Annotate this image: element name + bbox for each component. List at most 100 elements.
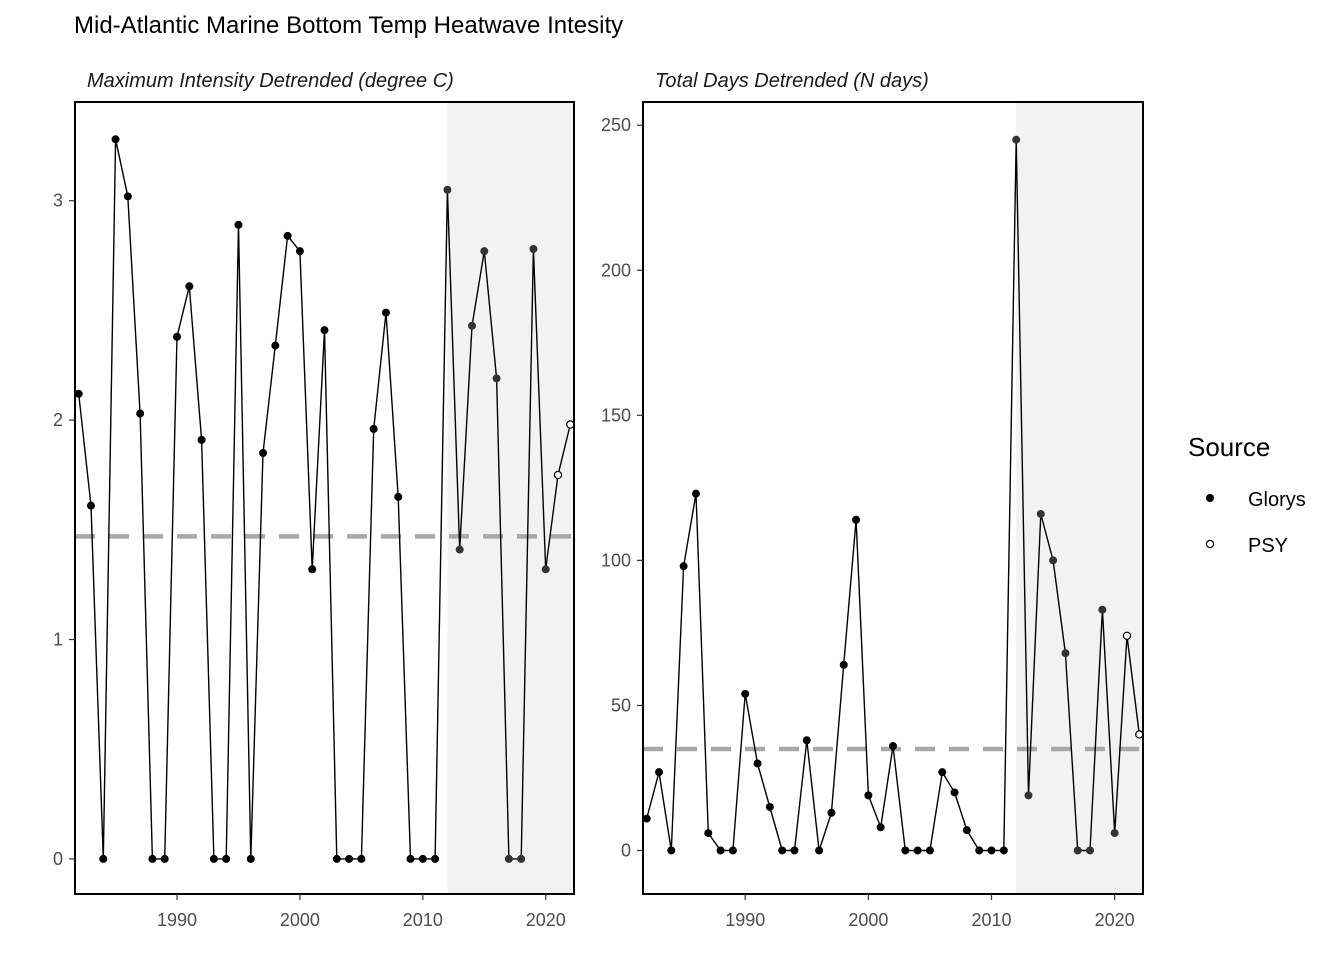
data-point-glorys [406, 854, 415, 863]
data-point-glorys [1098, 605, 1107, 614]
data-point-glorys [1012, 135, 1021, 144]
data-point-glorys [802, 736, 811, 745]
legend-marker-psy [1205, 539, 1215, 549]
data-point-glorys [431, 854, 440, 863]
data-point-glorys [925, 846, 934, 855]
data-point-glorys [295, 247, 304, 256]
data-point-glorys [185, 282, 194, 291]
data-point-glorys [492, 374, 501, 383]
data-point-glorys [246, 854, 255, 863]
data-point-glorys [504, 854, 513, 863]
x-tick-label: 2010 [971, 910, 1011, 930]
data-point-glorys [320, 326, 329, 335]
data-point-glorys [938, 768, 947, 777]
data-point-glorys [541, 565, 550, 574]
legend-label-glorys: Glorys [1248, 489, 1306, 511]
y-tick-label: 100 [601, 550, 631, 570]
data-point-glorys [123, 192, 132, 201]
panel-title: Total Days Detrended (N days) [655, 70, 929, 92]
data-point-glorys [691, 489, 700, 498]
data-point-glorys [222, 854, 231, 863]
shaded-region [447, 102, 574, 894]
panel-border [74, 101, 575, 895]
x-tick-label: 1990 [157, 910, 197, 930]
data-point-glorys [815, 846, 824, 855]
data-point-glorys [136, 409, 145, 418]
data-point-glorys [889, 742, 897, 751]
data-point-glorys [1061, 649, 1070, 658]
data-point-glorys [111, 135, 120, 144]
y-tick-label: 50 [611, 695, 631, 715]
x-tick-label: 2000 [280, 910, 320, 930]
data-point-glorys [950, 788, 959, 797]
y-tick-label: 0 [621, 840, 631, 860]
data-point-glorys [667, 846, 676, 855]
data-point-glorys [790, 846, 799, 855]
x-tick-label: 2000 [848, 910, 888, 930]
data-point-glorys [99, 854, 108, 863]
data-point-glorys [345, 854, 354, 863]
data-point-glorys [913, 846, 922, 855]
panel-border [642, 101, 1144, 895]
data-point-glorys [1036, 509, 1045, 518]
data-point-glorys [259, 449, 268, 458]
data-point-glorys [901, 846, 910, 855]
data-point-glorys [1086, 846, 1095, 855]
data-point-glorys [975, 846, 984, 855]
data-point-glorys [271, 341, 280, 350]
legend-label-psy: PSY [1248, 535, 1288, 557]
panel-max-intensity: Maximum Intensity Detrended (degree C) 0 1… [53, 70, 575, 930]
data-point-glorys [704, 829, 713, 838]
data-point-glorys [74, 389, 83, 398]
data-point-glorys [418, 854, 427, 863]
data-point-glorys [765, 802, 774, 811]
data-point-psy [553, 470, 563, 480]
data-point-glorys [308, 565, 317, 574]
panel-title: Maximum Intensity Detrended (degree C) [87, 70, 454, 92]
data-point-glorys [283, 231, 292, 240]
y-tick-label: 250 [601, 115, 631, 135]
data-point-glorys [987, 846, 996, 855]
data-point-glorys [234, 220, 243, 229]
data-point-glorys [962, 826, 971, 835]
data-point-glorys [480, 247, 489, 256]
data-point-glorys [148, 854, 157, 863]
y-tick-label: 1 [53, 630, 63, 650]
data-point-glorys [1110, 829, 1119, 838]
data-point-glorys [197, 435, 206, 444]
legend-marker-glorys [1206, 494, 1214, 502]
data-point-glorys [827, 808, 836, 817]
data-point-glorys [864, 791, 873, 800]
data-point-glorys [852, 515, 861, 524]
data-point-glorys [86, 501, 95, 510]
data-point-glorys [741, 689, 750, 698]
data-point-glorys [455, 545, 464, 554]
data-point-glorys [394, 492, 403, 501]
data-point-glorys [839, 660, 848, 669]
data-point-glorys [679, 562, 688, 571]
data-point-glorys [443, 185, 452, 194]
data-point-glorys [369, 424, 378, 433]
shaded-region [1016, 102, 1143, 894]
data-point-glorys [517, 854, 526, 863]
data-point-psy [566, 420, 575, 429]
y-tick-label: 0 [53, 849, 63, 869]
data-point-glorys [716, 846, 725, 855]
data-point-glorys [160, 854, 169, 863]
y-tick-label: 150 [601, 405, 631, 425]
legend-title: Source [1188, 432, 1270, 462]
data-point-glorys [332, 854, 341, 863]
x-tick-label: 2010 [403, 910, 443, 930]
data-point-glorys [1049, 556, 1058, 565]
data-point-glorys [173, 332, 182, 341]
data-point-glorys [467, 321, 476, 330]
data-point-glorys [753, 759, 762, 768]
data-point-glorys [999, 846, 1008, 855]
data-point-glorys [642, 814, 651, 823]
data-point-glorys [778, 846, 787, 855]
data-point-psy [1135, 730, 1144, 739]
data-point-glorys [728, 846, 737, 855]
panel-total-days: Total Days Detrended (N days) 0 50 100 150 20… [601, 70, 1144, 930]
data-point-glorys [357, 854, 366, 863]
